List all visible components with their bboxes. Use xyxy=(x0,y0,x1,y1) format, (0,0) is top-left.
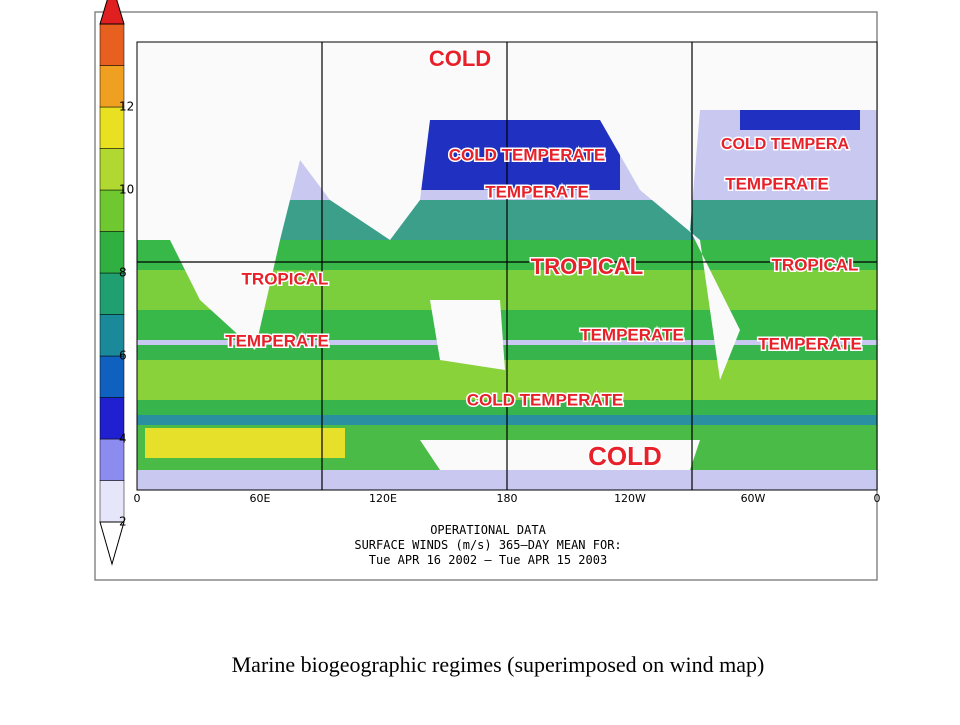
regime-label: TROPICAL xyxy=(772,255,859,274)
colorbar-label: 6 xyxy=(119,349,127,363)
regime-label: COLD TEMPERA xyxy=(721,136,849,153)
colorbar: 2 4 6 8 10 12 xyxy=(99,0,134,566)
colorbar-segment xyxy=(99,23,125,66)
regime-label: COLD TEMPERATE xyxy=(467,390,623,409)
footer-line: SURFACE WINDS (m/s) 365–DAY MEAN FOR: xyxy=(354,538,621,552)
colorbar-segment xyxy=(99,65,125,108)
colorbar-segment xyxy=(99,438,125,481)
x-label: 0 xyxy=(874,492,881,505)
colorbar-segment xyxy=(99,106,125,149)
regime-label: TEMPERATE xyxy=(485,182,589,201)
colorbar-label: 2 xyxy=(119,515,127,529)
colorbar-top xyxy=(99,0,125,25)
footer-line: OPERATIONAL DATA xyxy=(430,523,546,537)
regime-label: TROPICAL xyxy=(531,254,643,279)
regime-label: TROPICAL xyxy=(242,269,329,288)
regime-label: TEMPERATE xyxy=(725,174,829,193)
x-label: 120E xyxy=(369,492,397,505)
x-label: 60E xyxy=(250,492,271,505)
caption: Marine biogeographic regimes (superimpos… xyxy=(232,652,765,677)
colorbar-label: 10 xyxy=(119,183,134,197)
colorbar-segment xyxy=(99,189,125,232)
regime-label: TEMPERATE xyxy=(580,325,684,344)
x-label: 120W xyxy=(614,492,646,505)
colorbar-bottom xyxy=(99,521,125,566)
regime-label: COLD xyxy=(429,46,491,71)
footer-line: Tue APR 16 2002 – Tue APR 15 2003 xyxy=(369,553,607,567)
x-label: 180 xyxy=(497,492,518,505)
colorbar-segment xyxy=(99,480,125,523)
x-label: 0 xyxy=(134,492,141,505)
colorbar-label: 12 xyxy=(119,100,134,114)
regime-label: TEMPERATE xyxy=(758,334,862,353)
regime-label: TEMPERATE xyxy=(225,331,329,350)
colorbar-segment xyxy=(99,355,125,398)
x-label: 60W xyxy=(741,492,766,505)
regime-label: COLD TEMPERATE xyxy=(449,145,605,164)
colorbar-label: 8 xyxy=(119,266,127,280)
regime-label: COLD xyxy=(588,441,662,471)
colorbar-label: 4 xyxy=(119,432,127,446)
colorbar-segment xyxy=(99,148,125,191)
colorbar-segment xyxy=(99,397,125,440)
grid xyxy=(137,42,877,490)
